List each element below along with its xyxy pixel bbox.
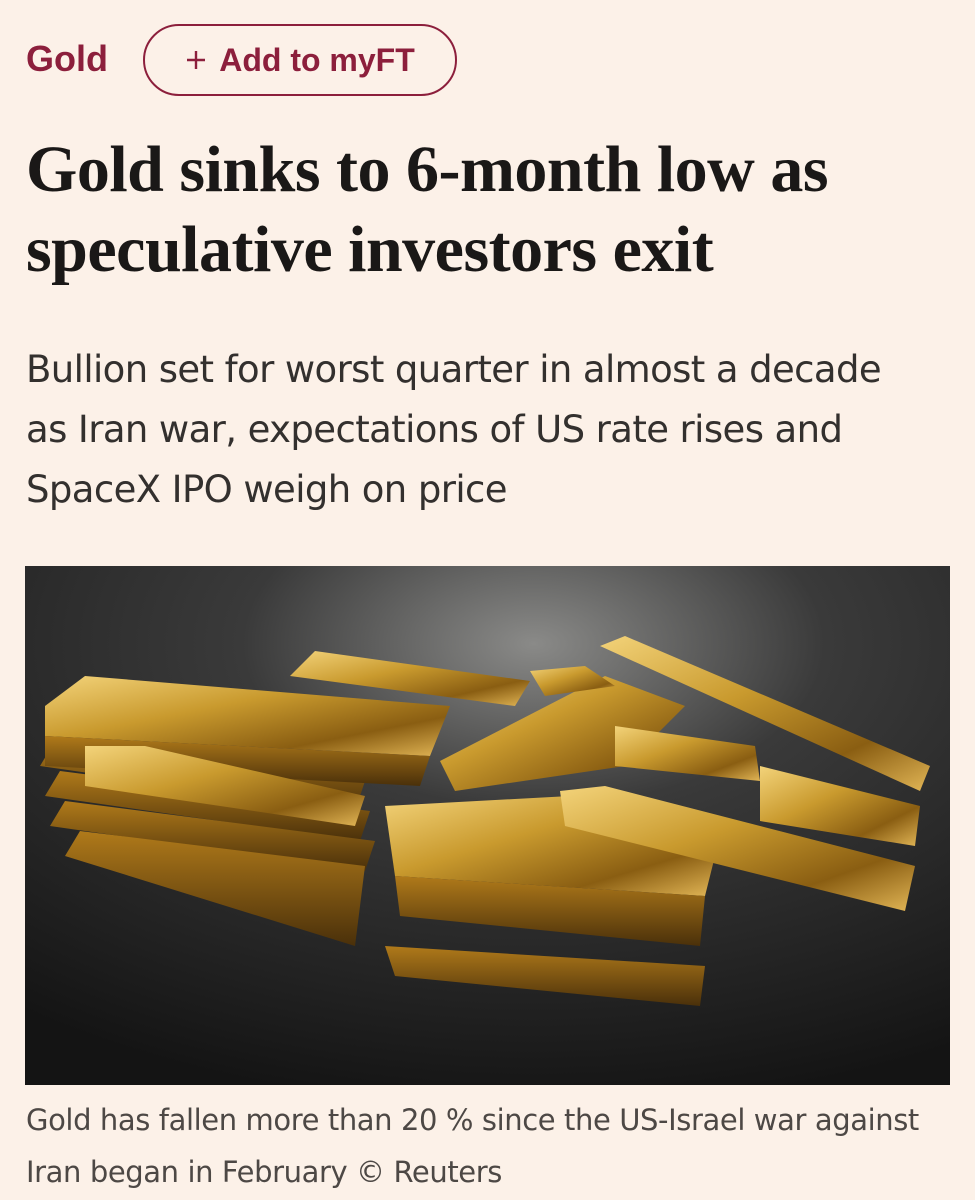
standfirst: Bullion set for worst quarter in almost … — [26, 348, 882, 511]
button-label: Add to myFT — [219, 41, 415, 78]
topic-link[interactable]: Gold — [26, 38, 108, 79]
plus-icon — [187, 51, 206, 69]
gold-bars — [40, 636, 930, 1006]
image-caption: Gold has fallen more than 20 % since the… — [26, 1103, 919, 1189]
add-to-myft-button[interactable]: Add to myFT — [143, 24, 457, 96]
headline: Gold sinks to 6-month low as speculative… — [26, 133, 829, 286]
article-image — [25, 566, 950, 1085]
